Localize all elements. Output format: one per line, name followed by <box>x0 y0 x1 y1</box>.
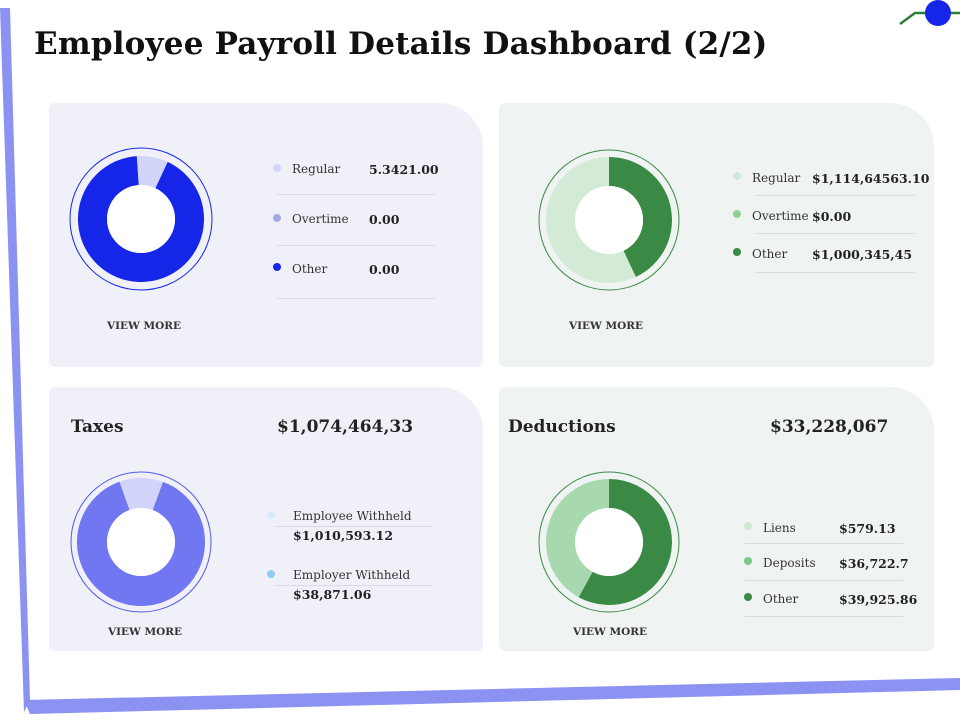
legend-label: Overtime <box>752 209 809 223</box>
deductions-heading: Deductions <box>508 417 616 437</box>
divider <box>277 298 435 299</box>
divider <box>755 272 915 273</box>
payroll-summary-card-blue: Regular 5.3421.00 Overtime 0.00 Other 0.… <box>49 103 483 367</box>
deductions-donut-chart <box>538 471 680 613</box>
view-more-link[interactable]: VIEW MORE <box>569 320 644 332</box>
donut-slice-deposits <box>546 479 609 598</box>
legend-value: $579.13 <box>839 521 896 536</box>
divider <box>745 580 903 581</box>
legend-dot-liens <box>744 522 752 530</box>
legend-value: $36,722.7 <box>839 556 909 571</box>
legend-label: Employee Withheld <box>293 509 412 523</box>
legend-label: Other <box>752 247 788 261</box>
legend-dot-overtime <box>733 210 741 218</box>
legend-value: $39,925.86 <box>839 592 918 607</box>
donut-slice-regular <box>78 156 205 282</box>
legend-value: 0.00 <box>369 212 400 227</box>
divider <box>745 543 903 544</box>
donut-slice-employee-withheld <box>76 481 205 606</box>
taxes-card: Taxes $1,074,464,33 Employee Withheld $1… <box>49 387 483 651</box>
legend-dot-overtime <box>273 214 281 222</box>
donut-outer-ring <box>538 149 680 291</box>
view-more-link[interactable]: VIEW MORE <box>107 320 182 332</box>
legend-value: $1,010,593.12 <box>293 528 394 543</box>
donut-outer-ring <box>69 147 213 291</box>
donut-outer-ring <box>70 471 212 613</box>
donut-hole <box>575 186 643 254</box>
corner-dot-icon <box>925 0 951 26</box>
divider <box>275 526 433 527</box>
legend-label: Other <box>763 592 799 606</box>
donut-slice-other <box>578 479 672 605</box>
legend-dot-other <box>733 248 741 256</box>
taxes-total: $1,074,464,33 <box>277 417 414 437</box>
legend-label: Regular <box>752 171 801 185</box>
legend-value: $1,000,345,45 <box>812 247 913 262</box>
legend-dot-employee-withheld <box>267 511 275 519</box>
donut-hole <box>575 508 643 576</box>
legend-dot-other <box>273 263 281 271</box>
divider <box>745 616 903 617</box>
frame-bottom-stripe <box>24 678 960 714</box>
divider <box>755 195 915 196</box>
donut-slice-overtime <box>136 156 168 189</box>
legend-label: Employer Withheld <box>293 568 411 582</box>
donut-slice-regular <box>609 157 672 278</box>
divider <box>755 233 915 234</box>
donut-hole <box>107 185 175 253</box>
donut-hole <box>107 508 175 576</box>
legend-value: $38,871.06 <box>293 587 372 602</box>
donut-outer-ring <box>538 471 680 613</box>
divider <box>277 245 435 246</box>
divider <box>275 585 433 586</box>
payroll-summary-card-green: Regular $1,114,64563.10 Overtime $0.00 O… <box>499 103 934 367</box>
legend-value: 5.3421.00 <box>369 162 439 177</box>
legend-value: 0.00 <box>369 262 400 277</box>
legend-label: Deposits <box>763 556 816 570</box>
legend-label: Liens <box>763 521 796 535</box>
view-more-link[interactable]: VIEW MORE <box>573 626 648 638</box>
legend-value: $1,114,64563.10 <box>812 171 930 186</box>
frame-left-stripe <box>0 8 30 712</box>
legend-dot-other <box>744 593 752 601</box>
legend-dot-regular <box>733 172 741 180</box>
taxes-heading: Taxes <box>71 417 124 437</box>
donut-slice-employer-withheld <box>119 478 163 511</box>
legend-dot-deposits <box>744 557 752 565</box>
deductions-card: Deductions $33,228,067 Liens $579.13 Dep… <box>499 387 934 651</box>
legend-dot-regular <box>273 164 281 172</box>
legend-dot-employer-withheld <box>267 570 275 578</box>
view-more-link[interactable]: VIEW MORE <box>108 626 183 638</box>
page-title: Employee Payroll Details Dashboard (2/2) <box>34 26 768 62</box>
legend-label: Overtime <box>292 212 349 226</box>
legend-label: Other <box>292 262 328 276</box>
divider <box>277 194 435 195</box>
payroll-donut-chart-green <box>538 149 680 291</box>
donut-slice-other <box>546 157 636 283</box>
payroll-donut-chart-blue <box>69 147 213 291</box>
legend-value: $0.00 <box>812 209 852 224</box>
taxes-donut-chart <box>70 471 212 613</box>
deductions-total: $33,228,067 <box>770 417 889 437</box>
legend-label: Regular <box>292 162 341 176</box>
